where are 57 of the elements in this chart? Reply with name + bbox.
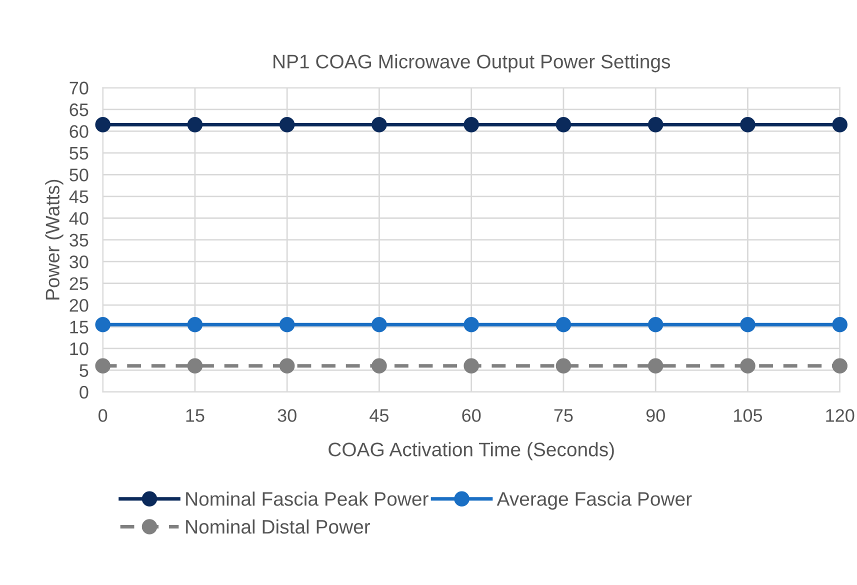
point — [832, 117, 848, 132]
y-tick-label: 40 — [69, 212, 88, 225]
point — [740, 358, 756, 374]
x-tick-label: 45 — [370, 409, 389, 422]
point — [279, 117, 295, 132]
point — [372, 117, 387, 132]
y-tick-label: 35 — [70, 234, 88, 247]
legend-label: Nominal Distal Power — [186, 519, 370, 534]
point — [95, 358, 110, 374]
point — [372, 316, 387, 332]
chart-title: NP1 COAG Microwave Output Power Settings — [274, 54, 670, 72]
y-tick-label: 65 — [70, 103, 88, 116]
x-tick-label: 120 — [826, 409, 854, 422]
x-tick-label: 15 — [186, 409, 204, 422]
y-tick-label: 70 — [70, 82, 88, 94]
point — [740, 316, 756, 332]
y-tick-label: 20 — [70, 298, 88, 312]
point — [648, 316, 664, 332]
y-tick-label: 0 — [80, 386, 88, 399]
y-tick-label: 45 — [69, 190, 88, 204]
x-tick-label: 30 — [278, 409, 296, 422]
point — [832, 358, 848, 374]
y-tick-label: 5 — [80, 364, 88, 377]
y-tick-label: 10 — [70, 342, 88, 356]
y-tick-label: 15 — [70, 320, 88, 334]
x-axis-title: COAG Activation Time (Seconds) — [328, 442, 614, 460]
x-tick-label: 90 — [646, 409, 665, 422]
point — [187, 316, 203, 332]
point — [556, 316, 572, 332]
x-tick-label: 105 — [734, 409, 762, 422]
point — [648, 117, 664, 132]
point — [464, 358, 479, 374]
point — [832, 316, 848, 332]
y-tick-label: 25 — [70, 277, 88, 290]
point — [464, 117, 479, 132]
point — [95, 316, 110, 332]
point — [95, 117, 110, 132]
point — [648, 358, 664, 374]
x-tick-label: 75 — [554, 409, 573, 422]
point — [187, 358, 203, 374]
y-tick-label: 50 — [70, 168, 88, 182]
point — [556, 117, 572, 132]
point — [556, 358, 572, 374]
point — [279, 316, 295, 332]
y-tick-label: 60 — [70, 125, 88, 138]
x-tick-label: 0 — [98, 409, 108, 422]
point — [740, 117, 756, 132]
y-axis-title: Power (Watts) — [45, 180, 64, 300]
y-tick-label: 55 — [70, 147, 88, 160]
y-tick-label: 30 — [70, 256, 88, 268]
point — [372, 358, 387, 374]
legend-label: Average Fascia Power — [496, 492, 692, 510]
x-tick-label: 60 — [462, 409, 481, 422]
point — [187, 117, 203, 132]
point — [464, 316, 479, 332]
point — [279, 358, 295, 374]
legend-label: Nominal Fascia Peak Power — [186, 492, 428, 506]
